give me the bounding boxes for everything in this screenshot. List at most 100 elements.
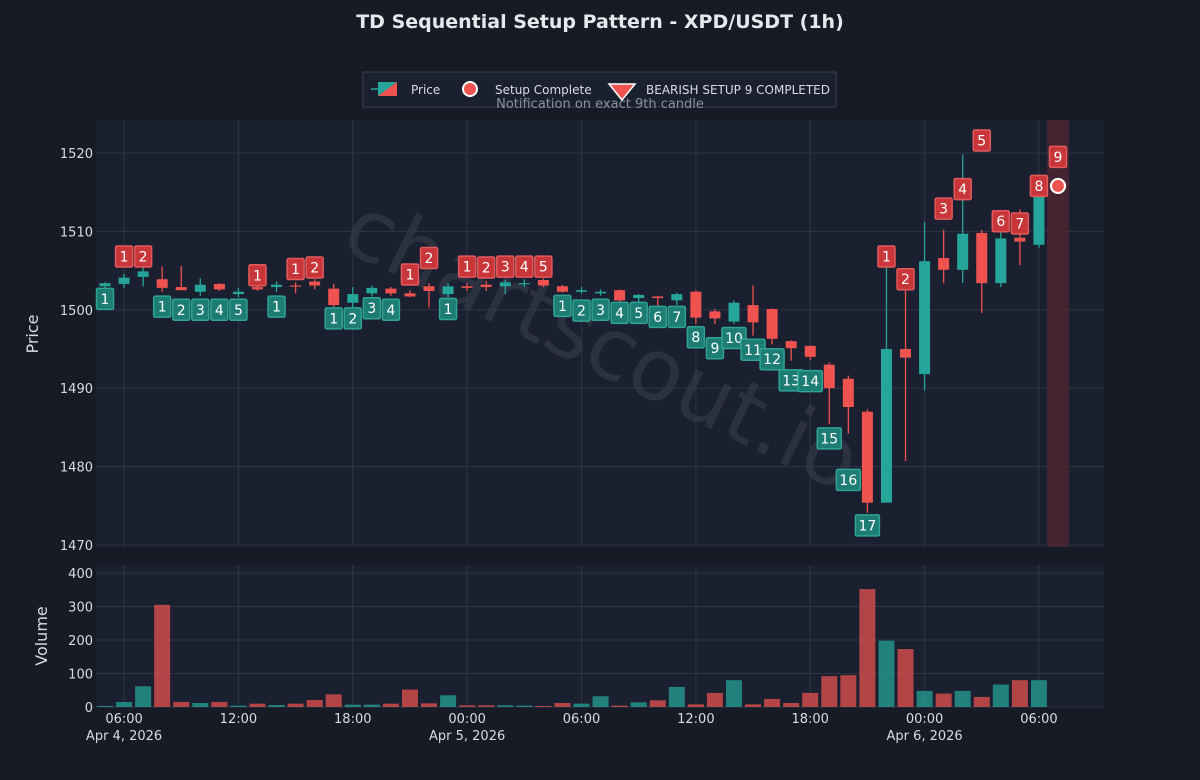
- setup-count-number: 4: [615, 306, 624, 322]
- candle-body: [900, 349, 912, 358]
- setup-count-badge: [553, 294, 572, 318]
- setup-count-badge: [343, 307, 363, 330]
- setup-count-number: 12: [763, 352, 781, 368]
- setup-count-badge: [476, 256, 496, 279]
- candle: [785, 340, 797, 361]
- setup-count-label: 14: [797, 369, 823, 393]
- setup-complete-marker-group: [1049, 177, 1067, 195]
- candle-body: [671, 294, 683, 301]
- setup-count-label: 5: [534, 255, 553, 278]
- setup-count-label: 5: [629, 301, 648, 325]
- setup-count-badge: [835, 468, 862, 492]
- setup-count-number: 3: [367, 301, 376, 317]
- setup-count-label: 5: [972, 129, 992, 152]
- setup-count-badge: [797, 369, 823, 393]
- setup-count-number: 1: [101, 292, 110, 308]
- setup-count-badge: [457, 255, 477, 278]
- setup-9-highlight-band: [1047, 120, 1069, 547]
- setup-count-number: 1: [463, 260, 472, 276]
- setup-count-badge: [953, 177, 972, 201]
- setup-count-badge: [286, 257, 305, 281]
- setup-count-badge: [686, 325, 706, 349]
- candle: [556, 284, 568, 293]
- candle-body: [194, 284, 206, 292]
- candle-body: [957, 233, 969, 270]
- legend-bearish-setup-icon: [607, 83, 637, 102]
- volume-axis-ticks: 0 100 200 300 400: [68, 567, 93, 716]
- candle-body: [804, 345, 816, 357]
- setup-count-label: 3: [362, 296, 382, 320]
- time-tick-label: 18:00: [791, 712, 828, 727]
- setup-count-number: 7: [1015, 217, 1024, 233]
- candle-body: [1033, 185, 1045, 245]
- setup-count-number: 6: [653, 310, 662, 326]
- candle: [347, 287, 359, 308]
- volume-tick-label: 300: [68, 601, 93, 616]
- price-tick-label: 1470: [60, 539, 93, 554]
- candle-body: [766, 309, 778, 339]
- volume-bar: [592, 696, 609, 707]
- candle: [861, 409, 873, 513]
- candle: [919, 221, 931, 391]
- setup-count-label: 13: [778, 369, 804, 392]
- setup-count-label: 8: [1029, 174, 1049, 198]
- setup-count-number: 5: [539, 260, 548, 276]
- candle-body: [747, 305, 759, 323]
- setup-count-number: 1: [158, 300, 167, 316]
- candle-body: [290, 285, 302, 287]
- candle-body: [861, 411, 873, 503]
- setup-count-badge: [972, 129, 992, 152]
- volume-bar: [725, 680, 742, 707]
- setup-count-number: 1: [291, 262, 300, 278]
- candle: [366, 285, 378, 297]
- candle: [995, 230, 1007, 288]
- candle: [404, 290, 416, 298]
- setup-count-number: 1: [120, 249, 129, 265]
- candle-body: [1014, 237, 1026, 242]
- candle-body: [309, 281, 321, 286]
- candle: [156, 266, 168, 292]
- volume-bar: [268, 704, 285, 707]
- volume-bar: [687, 704, 704, 707]
- setup-count-badge: [210, 298, 229, 322]
- setup-count-label: 5: [229, 298, 248, 322]
- setup-count-number: 7: [672, 310, 681, 326]
- setup-count-badge: [152, 295, 172, 318]
- setup-count-label: 3: [934, 197, 953, 220]
- setup-count-label: 3: [591, 298, 610, 322]
- setup-count-badge: [191, 298, 210, 322]
- setup-count-number: 2: [577, 304, 586, 320]
- setup-count-label: 1: [95, 287, 115, 311]
- setup-count-number: 1: [882, 249, 891, 265]
- candle-body: [251, 287, 263, 290]
- candle: [537, 278, 549, 288]
- setup-count-number: 10: [725, 331, 743, 347]
- setup-count-label: 9: [705, 336, 725, 360]
- candle: [823, 362, 835, 425]
- setup-count-badge: [515, 255, 534, 278]
- setup-count-label: 4: [610, 301, 629, 325]
- setup-count-badge: [419, 246, 439, 270]
- time-tick-label: 12:00: [220, 712, 257, 727]
- volume-bar: [821, 676, 838, 707]
- volume-bar: [154, 604, 171, 707]
- volume-bar: [459, 705, 476, 707]
- setup-count-number: 5: [234, 303, 243, 319]
- time-tick-label: 06:00: [563, 712, 600, 727]
- setup-count-badge: [934, 197, 953, 220]
- candle: [576, 287, 587, 294]
- volume-bar: [401, 689, 418, 707]
- setup-count-label: 17: [854, 514, 881, 537]
- setup-count-label: 2: [476, 256, 496, 279]
- setup-count-badge: [114, 245, 134, 268]
- candle: [747, 285, 759, 336]
- volume-bar: [897, 649, 914, 707]
- candle-body: [156, 279, 168, 288]
- volume-bar: [306, 699, 323, 707]
- setup-count-badge: [400, 263, 420, 286]
- setup-count-badge: [496, 255, 515, 278]
- volume-panel: [96, 565, 1104, 707]
- volume-bar: [116, 701, 133, 707]
- candle-body: [556, 286, 568, 292]
